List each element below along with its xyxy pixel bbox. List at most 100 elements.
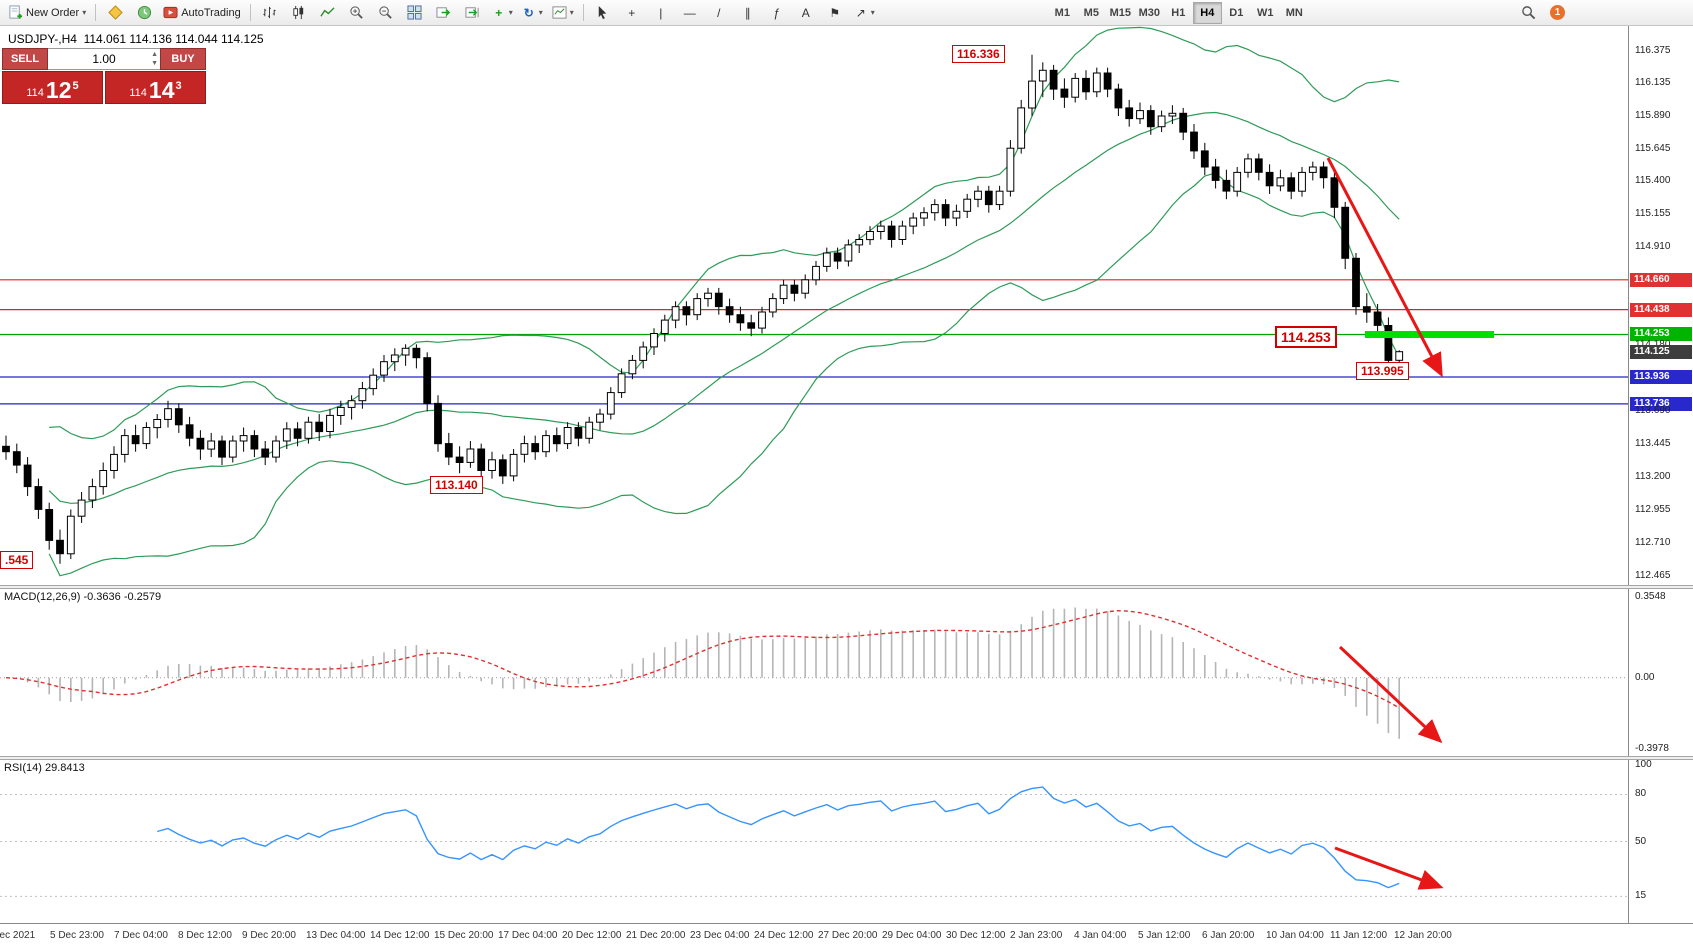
channel-icon: ∥ <box>744 5 751 20</box>
chevron-down-icon: ▾ <box>508 8 513 17</box>
zoom-in-button[interactable] <box>343 1 371 25</box>
chart-shift-button[interactable] <box>459 1 487 25</box>
refresh-button[interactable]: ↻ ▾ <box>518 1 547 25</box>
timeframe-h1[interactable]: H1 <box>1171 6 1186 19</box>
volume-stepper[interactable]: ▲ ▼ <box>151 50 158 68</box>
time-label: 7 Dec 04:00 <box>114 930 168 941</box>
ask-pips: 14 <box>148 77 175 103</box>
timeframe-m1[interactable]: M1 <box>1054 6 1070 19</box>
zoom-in-icon <box>350 6 364 19</box>
indicator-axis-tick: 50 <box>1635 836 1647 847</box>
fibonacci-button[interactable]: ƒ <box>763 1 791 25</box>
ask-price[interactable]: 114 14 3 <box>105 71 206 104</box>
time-axis[interactable]: 3 Dec 2021 5 Dec 23:00 7 Dec 04:00 8 Dec 12… <box>0 923 1693 948</box>
new-order-button[interactable]: New Order ▾ <box>4 1 90 25</box>
autotrading-button[interactable]: AutoTrading <box>159 1 245 25</box>
time-label: 3 Dec 2021 <box>0 930 36 941</box>
bid-whole: 114 <box>26 87 44 99</box>
vertical-line-button[interactable]: | <box>647 1 675 25</box>
price-badge: 114.438 <box>1630 303 1692 317</box>
chevron-down-icon: ▾ <box>538 8 543 17</box>
sell-button[interactable]: SELL <box>2 48 48 70</box>
search-icon <box>1521 6 1535 20</box>
timeframe-mn[interactable]: MN <box>1285 6 1303 19</box>
price-tick: 116.135 <box>1635 77 1671 88</box>
new-chart-button[interactable]: + ▾ <box>488 1 517 25</box>
channel-button[interactable]: ∥ <box>734 1 762 25</box>
volume-input[interactable]: 1.00 ▲ ▼ <box>48 48 160 70</box>
time-label: 21 Dec 20:00 <box>626 930 686 941</box>
notification-badge[interactable]: 1 <box>1550 5 1565 20</box>
timeframe-d1[interactable]: D1 <box>1229 6 1244 19</box>
bid-pipette: 5 <box>72 80 79 92</box>
zoom-out-button[interactable] <box>372 1 400 25</box>
text-tool-button[interactable]: A <box>792 1 820 25</box>
price-tick: 113.445 <box>1635 438 1671 449</box>
tile-windows-button[interactable] <box>401 1 429 25</box>
timeframe-m5[interactable]: M5 <box>1083 6 1099 19</box>
history-center-button[interactable] <box>130 1 158 25</box>
trendline-button[interactable]: / <box>705 1 733 25</box>
refresh-icon: ↻ <box>523 5 534 20</box>
templates-icon <box>552 6 567 19</box>
auto-scroll-icon <box>436 7 451 18</box>
arrow-tool-icon: ↗ <box>855 5 866 20</box>
timeframe-m15[interactable]: M15 <box>1109 6 1131 19</box>
price-tick: 113.690 <box>1635 405 1671 416</box>
new-order-icon <box>9 5 23 19</box>
metaeditor-button[interactable] <box>101 1 129 25</box>
time-label: 5 Dec 23:00 <box>50 930 104 941</box>
price-tick: 113.200 <box>1635 471 1671 482</box>
price-axis[interactable]: 116.375 116.135 115.890 115.645 115.400 115.1… <box>1628 26 1693 923</box>
panel-separator[interactable] <box>0 585 1693 589</box>
crosshair-button[interactable]: + <box>618 1 646 25</box>
rsi-label: RSI(14) 29.8413 <box>4 762 85 774</box>
candlestick-chart-button[interactable] <box>285 1 313 25</box>
ask-whole: 114 <box>129 87 147 99</box>
buy-button[interactable]: BUY <box>160 48 206 70</box>
chevron-down-icon: ▾ <box>870 8 875 17</box>
search-button[interactable] <box>1514 1 1542 25</box>
cursor-button[interactable] <box>589 1 617 25</box>
timeframe-m30[interactable]: M30 <box>1138 6 1160 19</box>
price-annotation[interactable]: 113.995 <box>1356 362 1409 380</box>
time-label: 13 Dec 04:00 <box>306 930 366 941</box>
timeframe-h4[interactable]: H4 <box>1192 1 1222 24</box>
price-annotation[interactable]: 114.253 <box>1275 326 1337 348</box>
crosshair-icon: + <box>628 5 636 20</box>
label-flag-icon: ⚑ <box>829 5 841 20</box>
stepper-down-icon[interactable]: ▼ <box>151 60 158 67</box>
chevron-down-icon: ▾ <box>82 8 87 17</box>
price-annotation[interactable]: 116.336 <box>952 45 1005 63</box>
stepper-up-icon[interactable]: ▲ <box>151 51 158 58</box>
price-badge: 113.936 <box>1630 370 1692 384</box>
templates-button[interactable]: ▾ <box>548 1 578 25</box>
label-tool-button[interactable]: ⚑ <box>821 1 849 25</box>
main-chart[interactable] <box>0 26 1628 586</box>
price-tick: 115.890 <box>1635 110 1671 121</box>
volume-value: 1.00 <box>92 52 116 66</box>
panel-separator[interactable] <box>0 756 1693 760</box>
line-chart-icon <box>320 7 335 17</box>
price-annotation[interactable]: 113.140 <box>430 476 483 494</box>
macd-panel[interactable] <box>0 589 1628 756</box>
price-tick: 115.645 <box>1635 143 1671 154</box>
time-label: 30 Dec 12:00 <box>946 930 1006 941</box>
indicator-axis-tick: 100 <box>1635 759 1652 770</box>
separator <box>582 4 584 21</box>
bid-price[interactable]: 114 12 5 <box>2 71 103 104</box>
bar-chart-button[interactable] <box>256 1 284 25</box>
arrows-tool-button[interactable]: ↗ ▾ <box>850 1 879 25</box>
line-chart-button[interactable] <box>314 1 342 25</box>
indicator-axis-tick: 15 <box>1635 890 1647 901</box>
vertical-line-icon: | <box>659 5 663 20</box>
time-label: 10 Jan 04:00 <box>1266 930 1324 941</box>
toolbar-right: 1 <box>1514 1 1565 25</box>
timeframe-toolbar: M1 M5 M15 M30 H1 H4 D1 W1 MN <box>1048 1 1309 24</box>
price-tick: 114.180 <box>1635 339 1670 350</box>
timeframe-w1[interactable]: W1 <box>1257 6 1274 19</box>
rsi-panel[interactable] <box>0 760 1628 923</box>
auto-scroll-button[interactable] <box>430 1 458 25</box>
horizontal-line-button[interactable]: — <box>676 1 704 25</box>
price-annotation[interactable]: .545 <box>0 551 34 569</box>
